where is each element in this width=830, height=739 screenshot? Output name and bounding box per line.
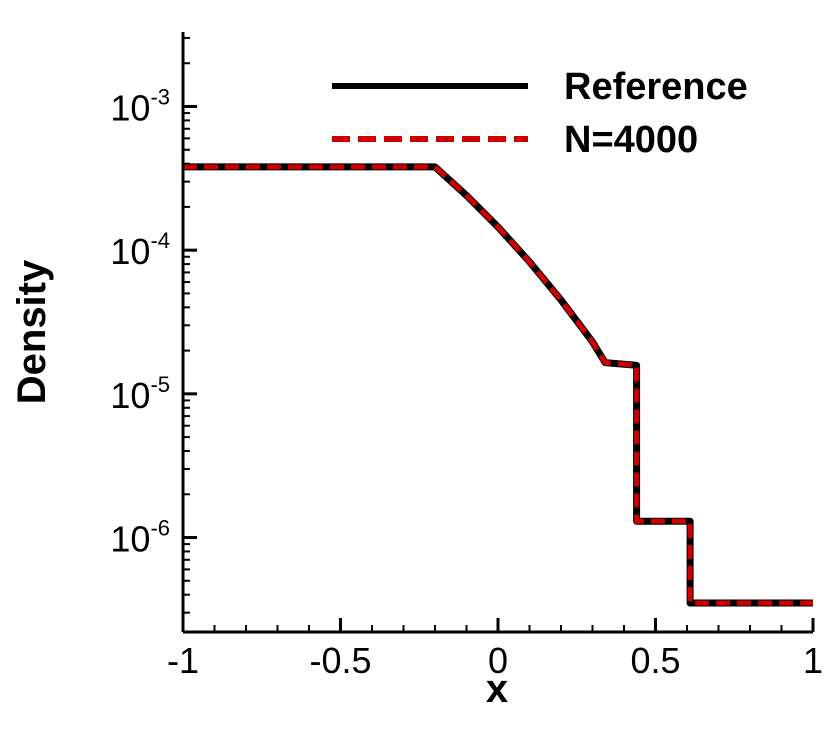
- y-axis-title: Density: [10, 259, 54, 404]
- legend-label-reference: Reference: [564, 66, 748, 108]
- x-axis-title: x: [486, 667, 508, 711]
- series-line-n4000: [183, 164, 813, 606]
- y-tick-label: 10-6: [110, 516, 170, 560]
- x-tick-label: 0: [488, 640, 508, 681]
- ticks-layer: -1 -0.5 0 0.5 1 10-3 10-4 10-5 10-6: [110, 36, 823, 681]
- legend: Reference N=4000: [332, 66, 748, 161]
- series-line-reference: [183, 163, 813, 607]
- x-tick-label: -0.5: [309, 640, 371, 681]
- legend-label-n4000: N=4000: [564, 119, 698, 161]
- axes-layer: [181, 32, 813, 634]
- x-tick-label: 0.5: [630, 640, 680, 681]
- y-tick-label: 10-4: [110, 228, 170, 272]
- x-tick-label: 1: [803, 640, 823, 681]
- series-layer: [183, 163, 813, 607]
- y-tick-label: 10-3: [110, 84, 170, 128]
- y-tick-label: 10-5: [110, 372, 170, 416]
- x-tick-label: -1: [167, 640, 199, 681]
